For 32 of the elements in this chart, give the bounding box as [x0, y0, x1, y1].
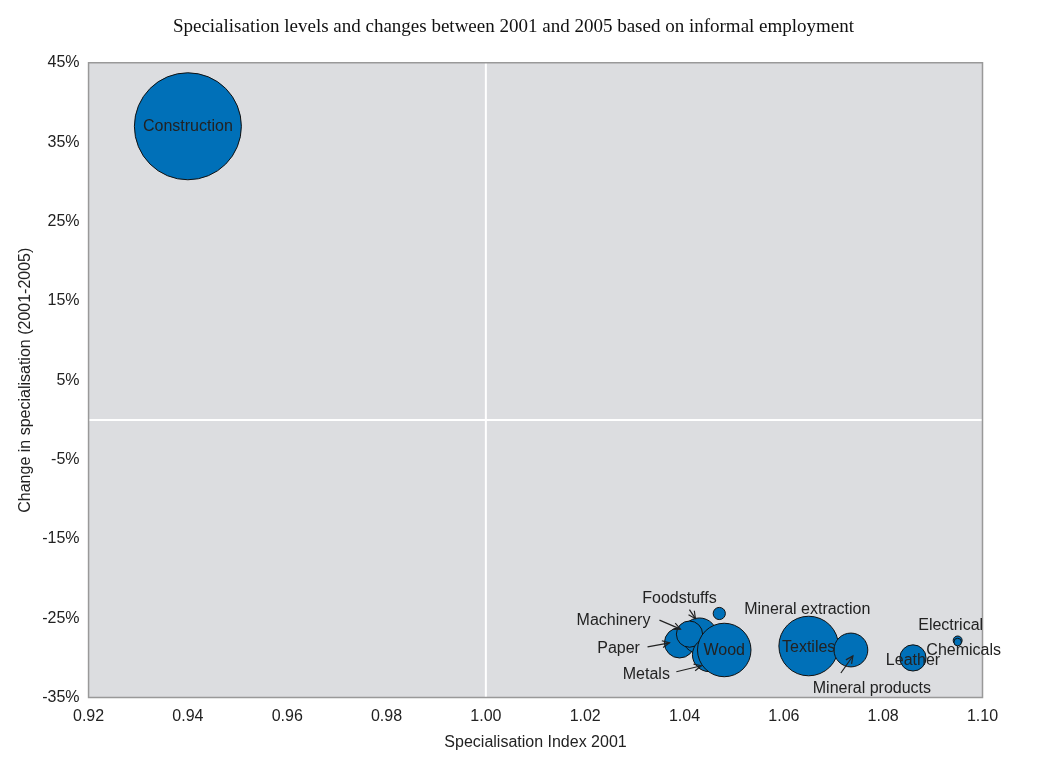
annotation: Foodstuffs	[642, 589, 717, 607]
x-axis-title: Specialisation Index 2001	[444, 732, 627, 750]
annotation: Electrical	[918, 615, 984, 633]
x-tick-label: 1.00	[470, 706, 502, 724]
x-tick-label: 1.08	[867, 706, 899, 724]
x-tick-label: 1.02	[569, 706, 601, 724]
x-tick-label: 0.96	[271, 706, 303, 724]
annotation: Metals	[622, 665, 670, 683]
y-tick-label: 45%	[47, 53, 80, 71]
x-tick-label: 1.04	[668, 706, 701, 724]
y-tick-label: -25%	[42, 608, 80, 626]
annotation: Wood	[703, 641, 746, 659]
annotation: Mineral products	[812, 679, 932, 697]
x-tick-label: 1.10	[966, 706, 999, 724]
annotation: Machinery	[576, 610, 651, 628]
y-axis-title: Change in specialisation (2001-2005)	[16, 247, 34, 513]
x-tick-label: 0.92	[72, 706, 105, 724]
y-tick-label: -35%	[42, 688, 80, 706]
y-tick-label: -15%	[42, 529, 80, 547]
y-tick-label: 35%	[47, 132, 80, 150]
y-tick-label: 25%	[47, 211, 80, 229]
annotation: Construction	[142, 116, 233, 134]
chart-title: Specialisation levels and changes between 2001 and 2005 based on informal employment	[172, 15, 855, 37]
annotation: Paper	[597, 639, 641, 657]
y-tick-label: 15%	[47, 291, 80, 309]
y-tick-label: 5%	[56, 370, 80, 388]
x-tick-label: 0.94	[172, 706, 204, 724]
x-tick-label: 1.06	[768, 706, 800, 724]
x-tick-label: 0.98	[370, 706, 403, 724]
annotation: Textiles	[782, 638, 836, 656]
annotation: Mineral extraction	[744, 599, 871, 617]
y-tick-label: -5%	[51, 449, 80, 467]
